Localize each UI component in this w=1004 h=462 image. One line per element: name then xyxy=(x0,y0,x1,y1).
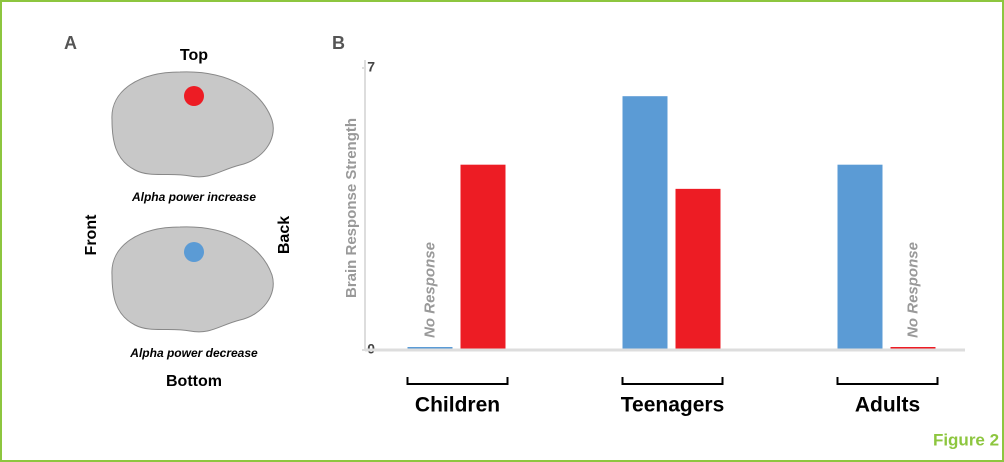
back-label: Back xyxy=(276,216,293,254)
x-tick-label: Children xyxy=(415,394,500,417)
bar xyxy=(676,189,721,350)
y-tick-label: 7 xyxy=(367,59,375,75)
bar xyxy=(838,165,883,350)
bracket xyxy=(838,377,938,384)
bracket xyxy=(623,377,723,384)
decrease-label: Alpha power decrease xyxy=(129,346,258,360)
panel-a: A Top Alpha power increase Front Back Al… xyxy=(64,33,293,390)
front-label: Front xyxy=(83,214,100,256)
x-tick-label: Teenagers xyxy=(621,394,725,417)
figure: A Top Alpha power increase Front Back Al… xyxy=(0,0,1004,462)
bottom-label: Bottom xyxy=(166,373,222,390)
increase-label: Alpha power increase xyxy=(131,190,256,204)
blue-dot xyxy=(184,242,204,262)
top-label: Top xyxy=(180,47,208,64)
panel-label: B xyxy=(332,33,345,53)
x-tick-label: Adults xyxy=(855,394,920,417)
bracket xyxy=(408,377,508,384)
y-axis-label: Brain Response Strength xyxy=(343,118,360,298)
red-dot xyxy=(184,86,204,106)
bar xyxy=(461,165,506,350)
bar xyxy=(623,96,668,350)
figure-label: Figure 2 xyxy=(933,430,999,449)
panel-label: A xyxy=(64,33,77,53)
annotation: No Response xyxy=(421,242,438,338)
annotation: No Response xyxy=(904,242,921,338)
